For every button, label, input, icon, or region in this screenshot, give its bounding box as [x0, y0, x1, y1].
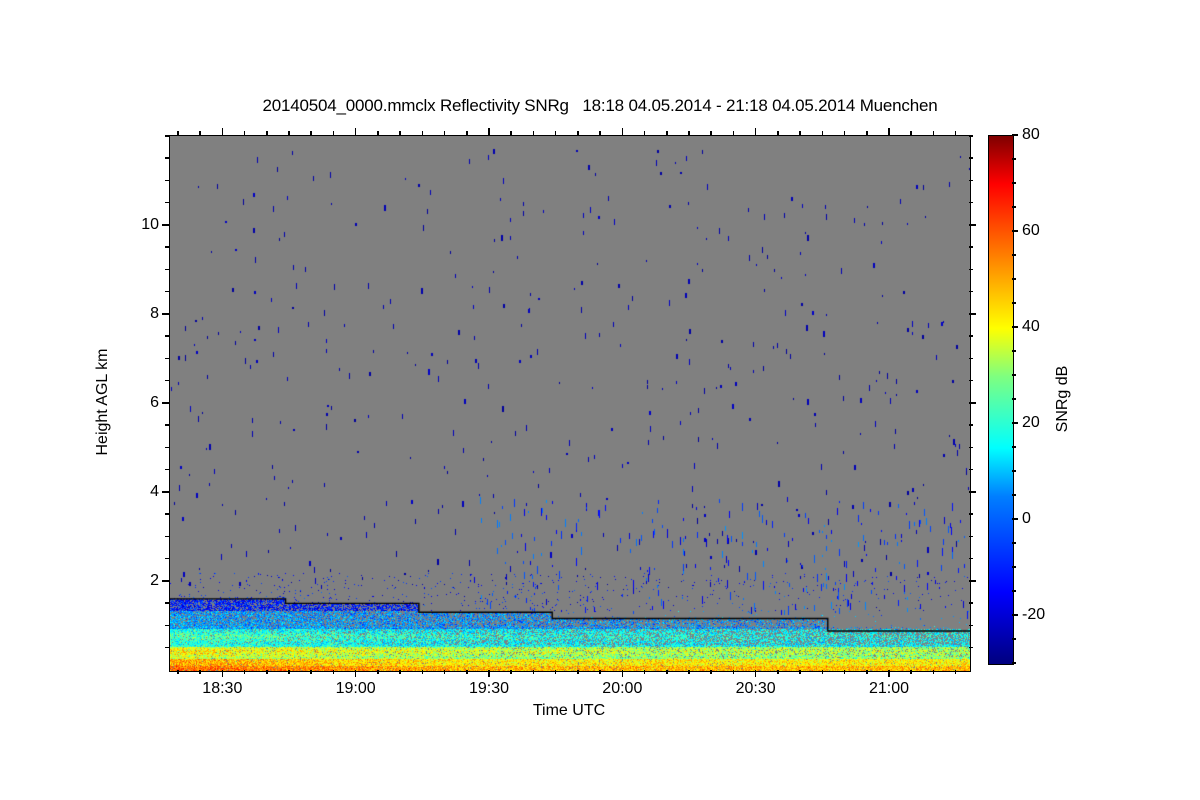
colorbar-tick-label: 60: [1022, 222, 1040, 239]
plot-axes-area[interactable]: [169, 135, 971, 672]
x-tick-label: 18:30: [202, 680, 243, 697]
colorbar-tick-label: 80: [1022, 126, 1040, 143]
y-tick-label: 10: [141, 215, 159, 233]
y-tick-label: 2: [150, 571, 159, 589]
x-tick-label: 19:00: [335, 680, 376, 697]
x-tick-label: 19:30: [468, 680, 510, 697]
colorbar-label: SNRg dB: [1054, 365, 1071, 433]
y-tick-label: 4: [150, 482, 159, 500]
plot-title: 20140504_0000.mmclx Reflectivity SNRg 18…: [262, 96, 938, 115]
x-axis-label: Time UTC: [532, 702, 606, 719]
colorbar-tick-label: -20: [1022, 606, 1046, 623]
x-tick-label: 21:00: [868, 680, 910, 697]
y-tick-label: 6: [150, 393, 159, 411]
x-tick-label: 20:00: [602, 680, 643, 697]
reflectivity-heatmap: [170, 136, 970, 671]
colorbar-tick-label: 0: [1022, 510, 1031, 527]
colorbar-gradient: [988, 135, 1014, 665]
y-tick-label: 8: [150, 304, 159, 322]
x-tick-label: 20:30: [735, 680, 776, 697]
colorbar-tick-label: 40: [1022, 318, 1040, 335]
colorbar-tick-label: 20: [1022, 414, 1040, 431]
y-axis-label: Height AGL km: [94, 348, 111, 456]
